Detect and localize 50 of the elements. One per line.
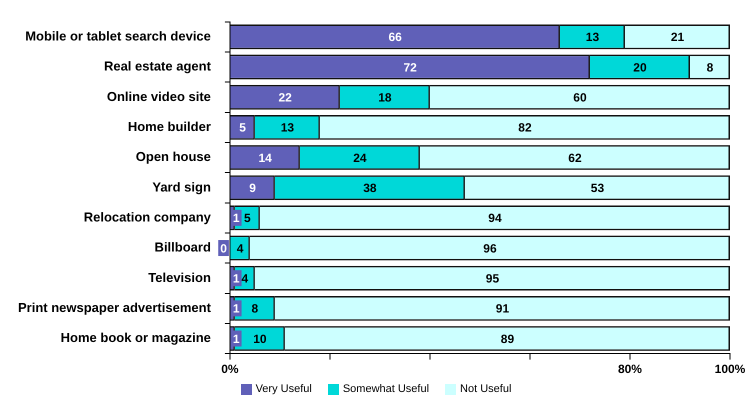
data-label: 14: [258, 150, 272, 165]
legend-label: Very Useful: [256, 383, 312, 395]
data-label: 8: [706, 60, 714, 74]
data-label: 18: [378, 90, 392, 105]
x-tick-label: 80%: [618, 362, 642, 376]
data-label: 72: [404, 60, 418, 74]
legend-label: Not Useful: [460, 383, 512, 395]
legend-label: Somewhat Useful: [342, 383, 430, 395]
data-label: 1: [232, 272, 240, 286]
y-tick-label: Real estate agent: [104, 58, 212, 74]
data-label: 13: [586, 30, 600, 44]
y-tick-label: Billboard: [154, 240, 211, 255]
data-label: 38: [363, 181, 377, 196]
y-tick-label: Online video site: [106, 88, 211, 104]
data-label: 89: [500, 332, 514, 346]
data-label: 5: [244, 211, 252, 226]
data-label: 1: [232, 302, 240, 316]
data-label: 4: [236, 241, 244, 256]
data-label: 1: [232, 211, 240, 226]
data-label: 8: [252, 302, 259, 316]
x-tick-label: 100%: [714, 362, 746, 376]
y-tick-label: Television: [148, 270, 211, 285]
data-label: 62: [568, 150, 582, 165]
x-tick-label: 0%: [221, 362, 239, 376]
data-label: 1: [232, 332, 240, 346]
y-tick-label: Print newspaper advertisement: [18, 300, 212, 315]
data-label: 24: [353, 150, 367, 165]
data-label: 22: [278, 90, 292, 105]
y-tick-label: Open house: [136, 149, 211, 164]
y-tick-label: Relocation company: [84, 209, 212, 224]
data-label: 13: [280, 120, 294, 135]
data-label: 10: [253, 332, 267, 346]
data-label: 21: [670, 30, 684, 44]
data-label: 53: [590, 181, 604, 196]
data-label: 5: [239, 120, 246, 135]
data-label: 60: [573, 90, 587, 105]
data-label: 4: [242, 272, 249, 286]
data-label: 0: [220, 241, 228, 256]
data-label: 82: [518, 120, 532, 135]
data-label: 66: [388, 30, 402, 44]
data-label: 9: [249, 181, 256, 196]
data-label: 94: [488, 211, 502, 226]
y-tick-label: Yard sign: [152, 179, 211, 194]
data-label: 20: [633, 60, 647, 74]
data-label: 96: [483, 241, 497, 256]
y-tick-label: Mobile or tablet search device: [25, 28, 211, 44]
data-label: 95: [486, 272, 500, 286]
y-tick-label: Home builder: [128, 118, 211, 134]
y-tick-label: Home book or magazine: [60, 330, 211, 346]
data-label: 91: [496, 302, 510, 316]
